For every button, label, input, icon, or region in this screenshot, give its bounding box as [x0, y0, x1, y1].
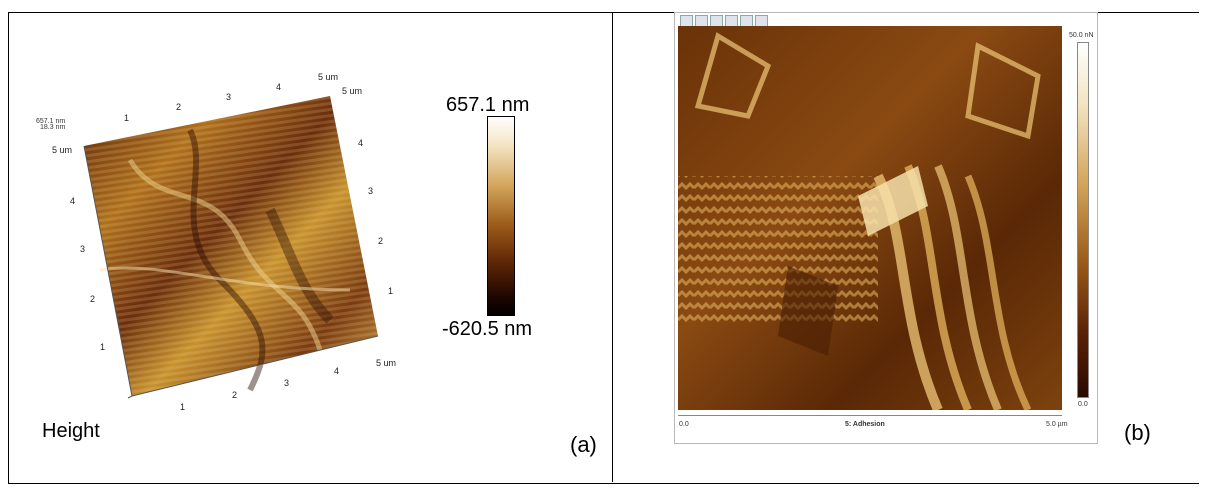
scale-max-label: 50.0 nN	[1069, 32, 1094, 39]
z-label-1: 657.1 nm	[36, 118, 66, 125]
x-axis-line	[678, 415, 1062, 416]
tick-bottom-4: 4	[334, 366, 340, 376]
colorbar-max-label: 657.1 nm	[446, 94, 530, 116]
tick-top-3: 3	[226, 92, 232, 102]
tick-top-4: 4	[276, 82, 282, 92]
axis-unit-right-bottom: 5 um	[376, 358, 397, 368]
height-colorbar	[487, 116, 515, 316]
tick-top-2: 2	[176, 102, 182, 112]
tick-top-1: 1	[124, 113, 130, 123]
channel-label: 5: Adhesion	[845, 421, 885, 428]
tick-left-2: 2	[90, 294, 96, 304]
tick-right-4: 4	[358, 138, 364, 148]
colorbar-min-label: -620.5 nm	[442, 318, 533, 340]
axis-unit-left: 5 um	[52, 145, 73, 155]
adhesion-colorbar	[1077, 42, 1089, 398]
tick-left-1: 1	[100, 342, 106, 352]
panel-label-a: (a)	[570, 432, 597, 457]
tick-right-3: 3	[368, 186, 374, 196]
tick-bottom-1: 1	[180, 402, 186, 412]
tick-bottom-3: 3	[284, 378, 290, 388]
height-3d-surface	[83, 96, 379, 399]
figure-frame	[8, 12, 1199, 484]
axis-unit-top: 5 um	[318, 72, 339, 82]
height-caption: Height	[42, 420, 100, 442]
panel-divider	[612, 12, 613, 482]
z-label-2: 18.3 nm	[40, 124, 66, 131]
panel-label-b: (b)	[1124, 420, 1151, 445]
tick-left-4: 4	[70, 196, 76, 206]
x-axis-max: 5.0 µm	[1046, 421, 1068, 428]
x-axis-min: 0.0	[679, 421, 689, 428]
tick-right-2: 2	[378, 236, 384, 246]
axis-unit-right-top: 5 um	[342, 86, 363, 96]
adhesion-map-image	[678, 26, 1062, 410]
tick-left-3: 3	[80, 244, 86, 254]
scale-min-label: 0.0	[1078, 401, 1088, 408]
tick-bottom-2: 2	[232, 390, 238, 400]
tick-right-1: 1	[388, 286, 394, 296]
